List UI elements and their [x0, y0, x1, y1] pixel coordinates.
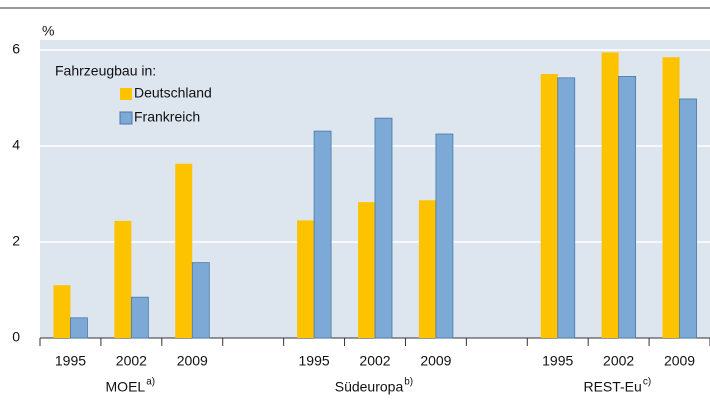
x-tick-label: 2002: [603, 353, 634, 369]
bar: [601, 52, 619, 339]
bar: [662, 57, 680, 338]
x-tick-label: 2009: [177, 353, 208, 369]
group-note: b): [404, 377, 413, 388]
bar: [618, 76, 637, 339]
x-tick-label: 2009: [420, 353, 451, 369]
x-tick-label: 2009: [664, 353, 695, 369]
group-label: Südeuropa: [335, 379, 404, 395]
x-tick-label: 1995: [542, 353, 573, 369]
x-tick-label: 2002: [116, 353, 147, 369]
bar: [53, 285, 71, 338]
legend-title: Fahrzeugbau in:: [55, 63, 156, 79]
bar: [418, 200, 436, 338]
x-tick-label: 1995: [55, 353, 86, 369]
bar: [175, 163, 193, 338]
y-tick-label: 4: [12, 137, 20, 153]
group-note: c): [643, 377, 651, 388]
y-tick-label: 2: [12, 233, 20, 249]
y-tick-label: 6: [12, 41, 20, 57]
y-tick-label: 0: [12, 329, 20, 345]
y-axis-label: %: [42, 23, 54, 39]
bar: [557, 77, 576, 339]
x-tick-label: 2002: [359, 353, 390, 369]
bar: [114, 220, 132, 338]
bar: [358, 202, 375, 338]
bar: [540, 74, 558, 338]
legend-label: Frankreich: [134, 109, 200, 125]
group-label: MOEL: [106, 379, 146, 395]
bar: [130, 296, 149, 339]
legend-swatch: [120, 88, 132, 100]
bar: [191, 262, 210, 339]
bar: [374, 117, 393, 339]
x-tick-label: 1995: [299, 353, 330, 369]
bar: [70, 317, 88, 339]
group-label: REST-Eu: [583, 379, 641, 395]
legend-swatch: [119, 111, 133, 125]
group-note: a): [146, 377, 155, 388]
legend-label: Deutschland: [134, 85, 212, 101]
bar: [297, 220, 315, 338]
bar: [435, 133, 454, 339]
bar: [679, 98, 697, 339]
bar: [313, 130, 332, 339]
